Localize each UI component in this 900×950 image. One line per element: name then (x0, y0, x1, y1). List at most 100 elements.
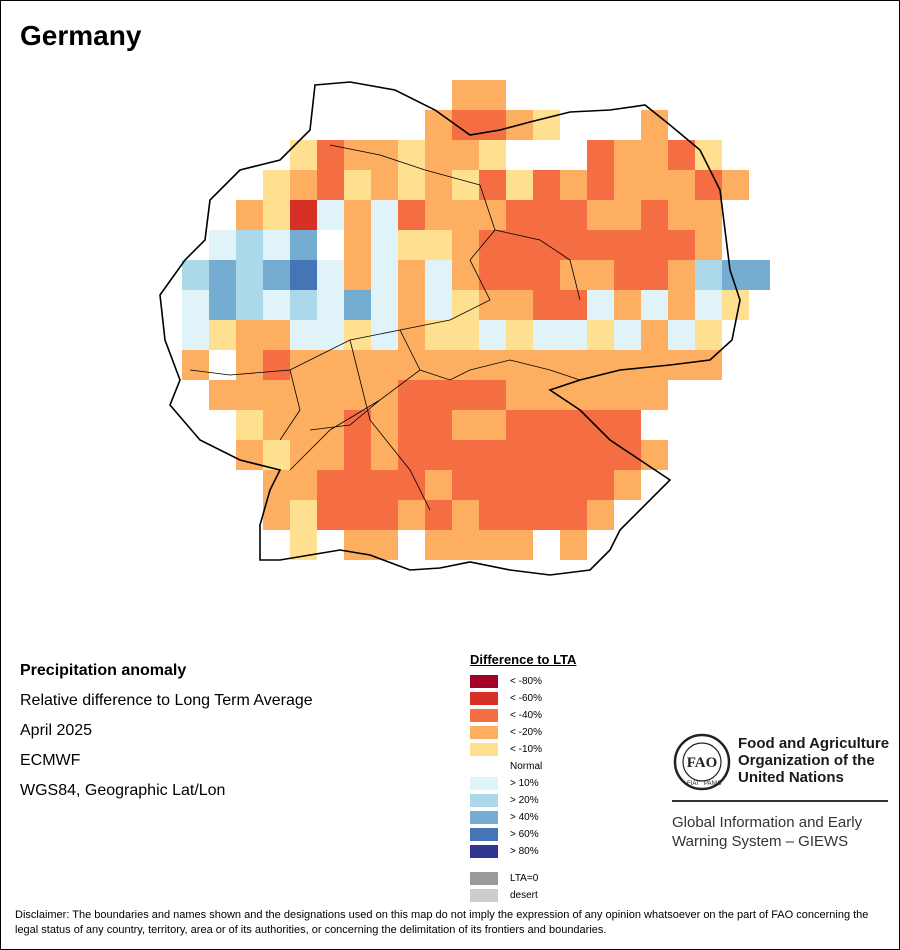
anomaly-cell (587, 260, 614, 290)
anomaly-cell (263, 230, 290, 260)
anomaly-cell (425, 350, 452, 380)
legend-item: < -20% (470, 724, 576, 741)
anomaly-cell (479, 470, 506, 500)
anomaly-cell (290, 410, 317, 440)
anomaly-cell (452, 410, 479, 440)
anomaly-cell (533, 230, 560, 260)
anomaly-cell (371, 470, 398, 500)
legend-extra-item: desert (470, 887, 576, 904)
legend-items: < -80% < -60% < -40% < -20% < -10% Normal > 10… (470, 673, 576, 860)
anomaly-cell (614, 170, 641, 200)
anomaly-cell (668, 320, 695, 350)
map-metadata: Precipitation anomaly Relative differenc… (20, 656, 313, 806)
anomaly-cell (587, 200, 614, 230)
anomaly-cell (614, 470, 641, 500)
legend-extra-label: LTA=0 (510, 873, 539, 884)
anomaly-cell (398, 380, 425, 410)
meta-line-1: Relative difference to Long Term Average (20, 692, 313, 709)
anomaly-cell (479, 230, 506, 260)
anomaly-cell (425, 320, 452, 350)
anomaly-cell (344, 290, 371, 320)
legend-label: Normal (510, 761, 543, 772)
anomaly-cell (560, 410, 587, 440)
anomaly-cell (398, 200, 425, 230)
anomaly-cell (317, 140, 344, 170)
anomaly-cell (587, 170, 614, 200)
anomaly-cell (344, 470, 371, 500)
anomaly-cell (425, 470, 452, 500)
fao-motto-left: FIAT (687, 781, 700, 787)
anomaly-cell (560, 530, 587, 560)
anomaly-cell (641, 290, 668, 320)
anomaly-cell (371, 170, 398, 200)
anomaly-cell (371, 380, 398, 410)
anomaly-cell (317, 200, 344, 230)
anomaly-cell (587, 380, 614, 410)
anomaly-cell (236, 320, 263, 350)
anomaly-cell (236, 380, 263, 410)
anomaly-cell (452, 380, 479, 410)
anomaly-cell (398, 140, 425, 170)
legend-label: < -20% (510, 727, 542, 738)
anomaly-cell (371, 290, 398, 320)
anomaly-cell (425, 110, 452, 140)
anomaly-cell (641, 260, 668, 290)
legend-extra-items: LTA=0 desert (470, 870, 576, 904)
anomaly-cell (344, 260, 371, 290)
anomaly-cell (263, 380, 290, 410)
anomaly-cell (371, 350, 398, 380)
anomaly-cell (560, 290, 587, 320)
anomaly-cell (452, 290, 479, 320)
anomaly-cell (533, 290, 560, 320)
legend-swatch (470, 692, 498, 705)
anomaly-cell (425, 500, 452, 530)
anomaly-cell (452, 470, 479, 500)
legend-swatch (470, 760, 498, 773)
giews-line-1: Global Information and Early (672, 814, 863, 831)
legend-title: Difference to LTA (470, 652, 577, 667)
anomaly-cell (317, 290, 344, 320)
anomaly-cell (614, 380, 641, 410)
legend-extra-item: LTA=0 (470, 870, 576, 887)
anomaly-cell (452, 260, 479, 290)
anomaly-cell (290, 230, 317, 260)
giews-line-2: Warning System – GIEWS (672, 833, 849, 850)
anomaly-cell (209, 290, 236, 320)
legend-item: < -40% (470, 707, 576, 724)
anomaly-cell (398, 440, 425, 470)
anomaly-cell (533, 200, 560, 230)
legend-label: > 20% (510, 795, 539, 806)
anomaly-cell (560, 500, 587, 530)
anomaly-cell (317, 170, 344, 200)
anomaly-cell (182, 350, 209, 380)
anomaly-cell (452, 200, 479, 230)
anomaly-cell (290, 290, 317, 320)
legend-label: < -60% (510, 693, 542, 704)
meta-line-4: WGS84, Geographic Lat/Lon (20, 782, 226, 799)
anomaly-cell (425, 290, 452, 320)
anomaly-cell (506, 530, 533, 560)
anomaly-cell (425, 440, 452, 470)
anomaly-cell (236, 290, 263, 320)
anomaly-cell (614, 350, 641, 380)
anomaly-cell (425, 200, 452, 230)
anomaly-cell (479, 110, 506, 140)
anomaly-cell (398, 260, 425, 290)
legend-label: > 60% (510, 829, 539, 840)
anomaly-cell (641, 140, 668, 170)
anomaly-cell (506, 200, 533, 230)
anomaly-cell (506, 410, 533, 440)
anomaly-cell (344, 440, 371, 470)
anomaly-cell (263, 170, 290, 200)
legend-extra-swatch (470, 872, 498, 885)
anomaly-cell (533, 410, 560, 440)
anomaly-cell (506, 230, 533, 260)
anomaly-cell (317, 440, 344, 470)
anomaly-cell (371, 200, 398, 230)
anomaly-cell (641, 200, 668, 230)
anomaly-cell (479, 350, 506, 380)
anomaly-cell (695, 140, 722, 170)
org-line-2: Organization of the (738, 752, 875, 769)
anomaly-cell (614, 200, 641, 230)
anomaly-cell (317, 500, 344, 530)
